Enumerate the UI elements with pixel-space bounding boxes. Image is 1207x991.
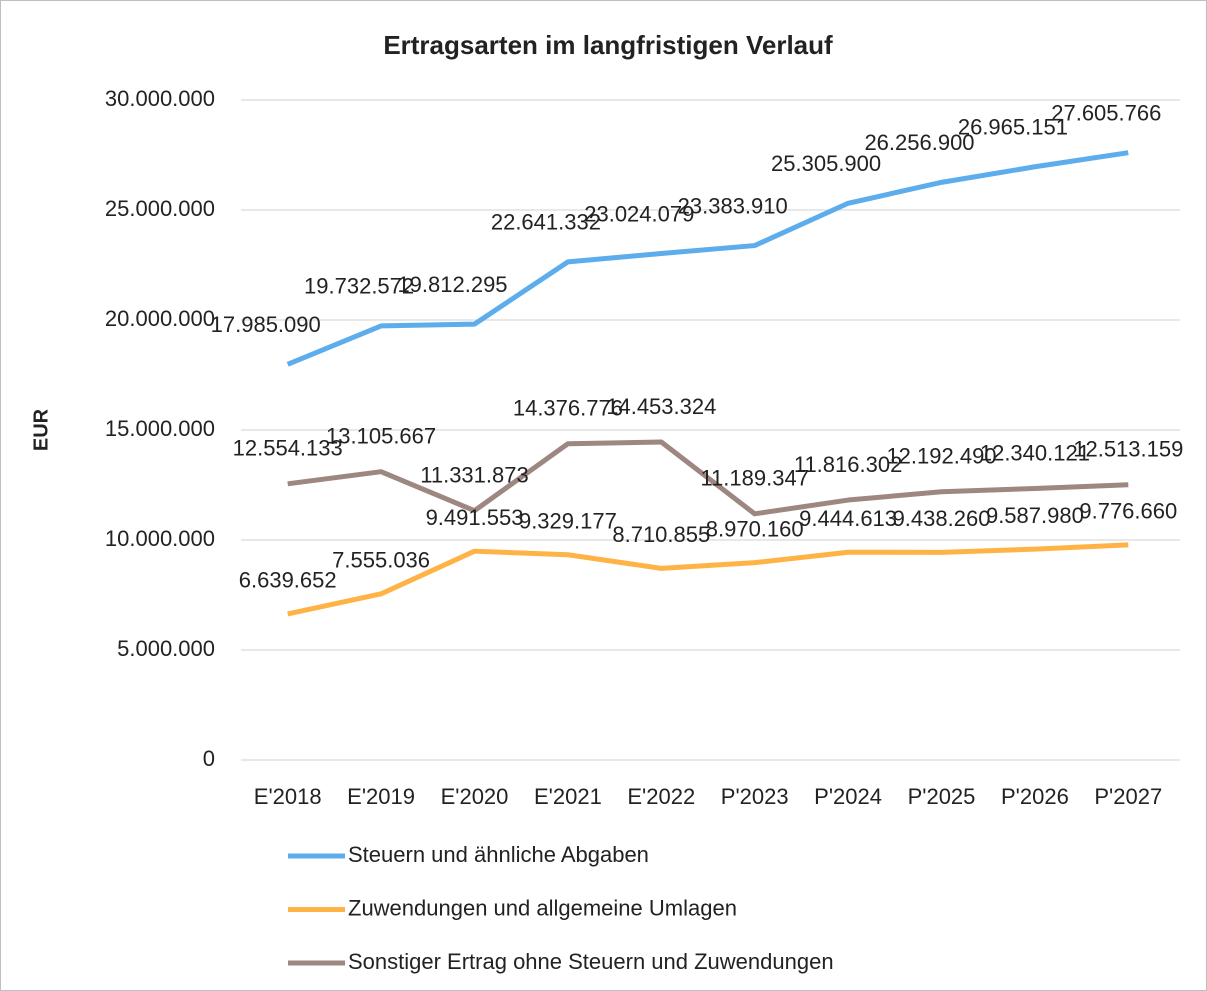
legend-label: Zuwendungen und allgemeine Umlagen xyxy=(348,895,737,920)
chart-title: Ertragsarten im langfristigen Verlauf xyxy=(383,30,833,60)
data-label: 14.453.324 xyxy=(606,394,716,419)
data-label: 12.554.133 xyxy=(233,436,343,461)
y-tick-label: 20.000.000 xyxy=(105,306,215,331)
data-label: 22.641.332 xyxy=(491,210,601,235)
data-label: 13.105.667 xyxy=(326,423,436,448)
data-label: 19.732.572 xyxy=(304,274,414,299)
x-tick-label: E'2018 xyxy=(254,784,322,809)
series-line xyxy=(287,542,1129,617)
data-label: 9.776.660 xyxy=(1079,499,1177,524)
y-tick-label: 5.000.000 xyxy=(117,636,215,661)
data-label: 8.710.855 xyxy=(612,522,710,547)
data-label: 7.555.036 xyxy=(332,548,430,573)
data-label: 9.587.980 xyxy=(986,503,1084,528)
data-label: 27.605.766 xyxy=(1051,100,1161,125)
y-tick-label: 30.000.000 xyxy=(105,86,215,111)
legend-label: Sonstiger Ertrag ohne Steuern und Zuwend… xyxy=(348,949,834,974)
data-label: 9.491.553 xyxy=(426,505,524,530)
y-tick-label: 10.000.000 xyxy=(105,526,215,551)
legend-label: Steuern und ähnliche Abgaben xyxy=(348,842,649,867)
x-tick-label: E'2020 xyxy=(441,784,509,809)
x-tick-label: P'2023 xyxy=(721,784,789,809)
x-tick-label: P'2027 xyxy=(1094,784,1162,809)
x-tick-label: P'2024 xyxy=(814,784,882,809)
data-label: 26.965.151 xyxy=(958,115,1068,140)
y-tick-label: 25.000.000 xyxy=(105,196,215,221)
data-label: 9.444.613 xyxy=(799,506,897,531)
y-axis-label: EUR xyxy=(30,408,52,451)
data-label: 12.192.490 xyxy=(886,444,996,469)
y-tick-label: 15.000.000 xyxy=(105,416,215,441)
data-label: 17.985.090 xyxy=(211,312,321,337)
x-tick-label: E'2019 xyxy=(347,784,415,809)
data-label: 14.376.776 xyxy=(513,396,623,421)
series-line xyxy=(286,150,1129,367)
data-label: 23.383.910 xyxy=(678,193,788,218)
y-tick-label: 0 xyxy=(203,746,215,771)
data-label: 26.256.900 xyxy=(864,130,974,155)
data-label: 6.639.652 xyxy=(239,568,337,593)
series-line xyxy=(287,439,1129,517)
data-label: 11.816.302 xyxy=(794,452,902,477)
data-label: 23.024.079 xyxy=(584,201,694,226)
data-label: 9.329.177 xyxy=(519,509,617,534)
x-tick-label: P'2025 xyxy=(908,784,976,809)
x-tick-label: P'2026 xyxy=(1001,784,1069,809)
data-label: 9.438.260 xyxy=(893,506,991,531)
x-tick-label: E'2022 xyxy=(627,784,695,809)
data-label: 12.340.121 xyxy=(980,440,1090,465)
data-label: 12.513.159 xyxy=(1073,437,1183,462)
data-label: 11.331.873 xyxy=(420,463,528,488)
data-label: 25.305.900 xyxy=(771,151,881,176)
data-label: 8.970.160 xyxy=(706,516,804,541)
data-label: 19.812.295 xyxy=(397,272,507,297)
x-tick-label: E'2021 xyxy=(534,784,602,809)
data-label: 11.189.347 xyxy=(700,466,808,491)
